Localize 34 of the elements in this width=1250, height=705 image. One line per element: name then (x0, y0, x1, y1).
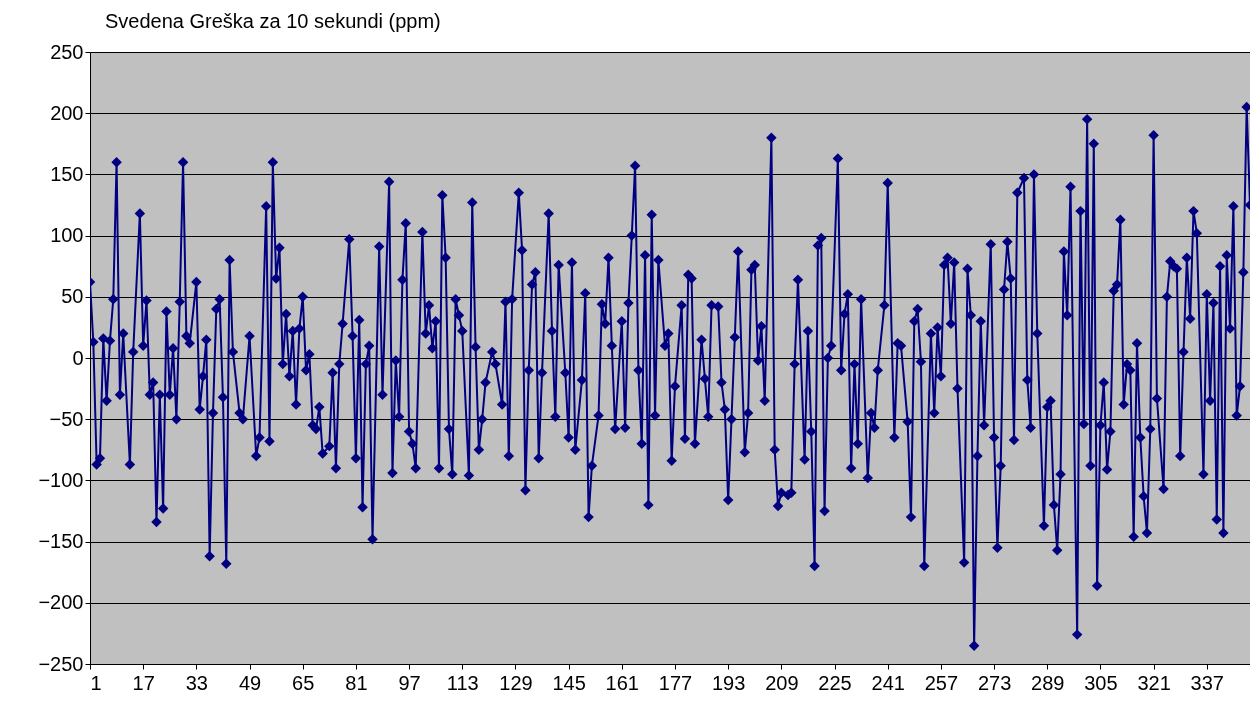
x-tick-label: 193 (711, 671, 746, 694)
y-tick-label: −150 (38, 530, 84, 553)
x-tick-label: 129 (499, 671, 533, 694)
x-tick-label: 17 (132, 671, 155, 694)
x-tick-label: 65 (292, 671, 315, 694)
x-tick-label: 49 (238, 671, 262, 694)
y-tick-label: −100 (38, 468, 84, 491)
x-tick-label: 337 (1190, 671, 1224, 694)
x-tick-label: 209 (765, 671, 799, 694)
y-tick-label: −50 (49, 407, 84, 430)
x-tick-label: 97 (398, 671, 421, 694)
x-tick-label: 161 (605, 671, 639, 694)
x-tick-label: 177 (658, 671, 693, 694)
x-tick-label: 145 (552, 671, 586, 694)
chart-title: Svedena Greška za 10 sekundi (ppm) (105, 10, 441, 32)
x-tick-label: 81 (345, 671, 368, 694)
y-tick-label: −250 (38, 652, 84, 675)
x-tick-label: 273 (977, 671, 1012, 694)
y-tick-label: 200 (50, 101, 84, 124)
y-tick-label: 150 (50, 162, 84, 185)
x-tick-label: 289 (1031, 671, 1065, 694)
x-tick-label: 1 (90, 671, 102, 694)
x-tick-label: 225 (818, 671, 852, 694)
y-tick-label: 100 (50, 224, 84, 247)
y-tick-label: 250 (50, 40, 84, 63)
x-tick-label: 305 (1084, 671, 1118, 694)
x-tick-label: 321 (1137, 671, 1171, 694)
x-tick-label: 113 (446, 671, 479, 694)
x-tick-label: 257 (924, 671, 959, 694)
y-tick-label: −200 (38, 591, 84, 614)
x-tick-label: 241 (871, 671, 905, 694)
x-tick-label: 33 (185, 671, 208, 694)
y-tick-label: 50 (61, 285, 84, 308)
y-tick-label: 0 (72, 346, 84, 369)
